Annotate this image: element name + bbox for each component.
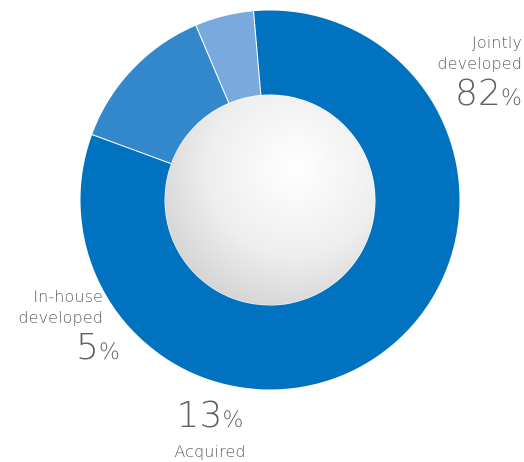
label-in-house-line1: In-house	[33, 287, 103, 306]
donut-slices	[79, 9, 461, 391]
label-jointly-line1: Jointly	[472, 33, 522, 52]
label-jointly-line2: developed	[437, 54, 522, 73]
data-label-acquired-value: 13%	[176, 395, 244, 436]
donut-hole	[165, 95, 375, 305]
label-in-house-developed: In-house developed 5%	[0, 286, 121, 373]
data-label-jointly-value: 82%	[454, 73, 522, 114]
label-in-house-line2: developed	[18, 308, 103, 327]
label-acquired-line1: Acquired	[174, 442, 246, 461]
data-label-in-house-value: 5%	[76, 327, 121, 368]
label-jointly-developed: Jointly developed 82%	[398, 32, 522, 119]
label-acquired: 13% Acquired	[150, 396, 270, 462]
